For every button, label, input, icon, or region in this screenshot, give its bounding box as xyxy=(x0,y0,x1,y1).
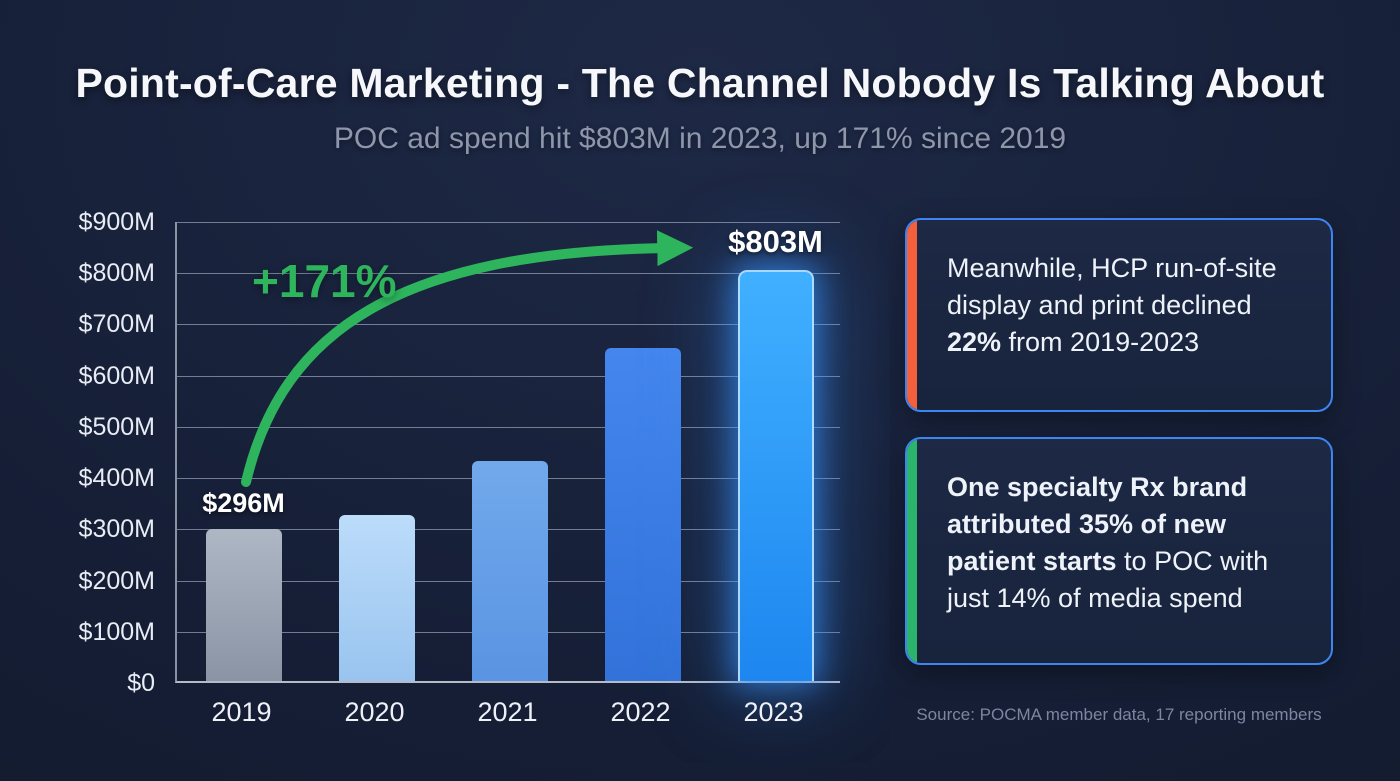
y-tick-label: $500M xyxy=(78,412,155,441)
card-accent xyxy=(907,439,917,663)
y-tick-label: $300M xyxy=(78,515,155,544)
bar-2020 xyxy=(338,514,415,681)
y-tick-label: $800M xyxy=(78,259,155,288)
card-text: One specialty Rx brand attributed 35% of… xyxy=(907,439,1331,641)
y-tick-label: $100M xyxy=(78,617,155,646)
bar-2022 xyxy=(604,348,681,681)
card-text-segment: from 2019-2023 xyxy=(1001,327,1200,357)
bar-2021 xyxy=(471,460,548,681)
x-tick-label: 2020 xyxy=(344,697,405,727)
x-tick-label: 2021 xyxy=(477,697,538,727)
bar-value-label: $803M xyxy=(728,223,823,259)
card-text: Meanwhile, HCP run-of-site display and p… xyxy=(907,220,1331,385)
source-text: Source: POCMA member data, 17 reporting … xyxy=(916,705,1322,724)
y-tick-label: $900M xyxy=(78,208,155,236)
card-accent xyxy=(907,220,917,410)
bar-2019 xyxy=(205,529,282,681)
y-tick-label: $700M xyxy=(78,310,155,339)
x-tick-label: 2022 xyxy=(610,697,671,727)
gridline xyxy=(177,222,840,223)
plot-area: $296M $803M xyxy=(175,222,840,683)
y-tick-label: $400M xyxy=(78,464,155,493)
x-tick-label: 2023 xyxy=(743,697,804,727)
bar-2023 xyxy=(737,269,814,681)
card-text-segment: One specialty Rx brand attributed 35% of… xyxy=(947,472,1248,576)
y-axis: $900M $800M $700M $600M $500M $400M $300M $200M… xyxy=(40,208,155,697)
card-text-segment: to POC with just 14% of media spend xyxy=(947,546,1269,613)
page-title: Point-of-Care Marketing - The Channel No… xyxy=(75,60,1325,106)
x-axis: 2019 2020 2021 2022 2023 xyxy=(175,697,840,733)
page-subtitle: POC ad spend hit $803M in 2023, up 171% … xyxy=(333,122,1067,155)
y-tick-label: $0 xyxy=(127,669,155,697)
y-tick-label: $200M xyxy=(78,566,155,595)
growth-label: +171% xyxy=(252,255,397,307)
callout-card-hcp-decline: Meanwhile, HCP run-of-site display and p… xyxy=(905,218,1333,412)
callout-card-rx-brand: One specialty Rx brand attributed 35% of… xyxy=(905,437,1333,665)
card-text-segment: Meanwhile, HCP run-of-site display and p… xyxy=(947,253,1277,320)
bar-value-label: $296M xyxy=(202,488,285,519)
x-tick-label: 2019 xyxy=(211,697,272,727)
card-text-segment: 22% xyxy=(947,327,1002,357)
y-tick-label: $600M xyxy=(78,361,155,390)
